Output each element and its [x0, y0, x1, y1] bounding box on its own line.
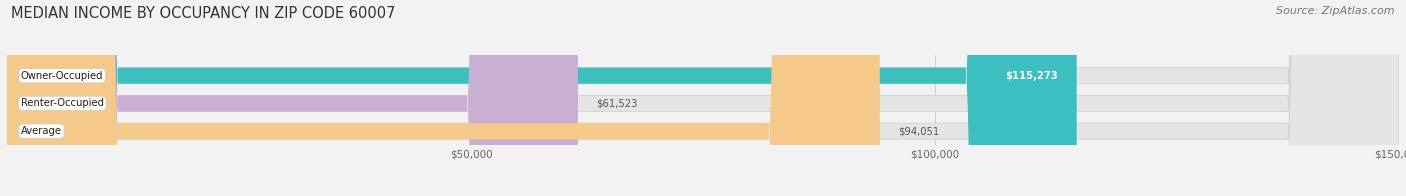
Text: MEDIAN INCOME BY OCCUPANCY IN ZIP CODE 60007: MEDIAN INCOME BY OCCUPANCY IN ZIP CODE 6…	[11, 6, 395, 21]
Text: Owner-Occupied: Owner-Occupied	[21, 71, 104, 81]
FancyBboxPatch shape	[7, 0, 880, 196]
Text: $61,523: $61,523	[596, 98, 638, 108]
FancyBboxPatch shape	[7, 0, 1399, 196]
FancyBboxPatch shape	[7, 0, 1077, 196]
Text: Source: ZipAtlas.com: Source: ZipAtlas.com	[1277, 6, 1395, 16]
Text: Renter-Occupied: Renter-Occupied	[21, 98, 104, 108]
FancyBboxPatch shape	[7, 0, 1399, 196]
Text: $115,273: $115,273	[1005, 71, 1059, 81]
FancyBboxPatch shape	[7, 0, 1399, 196]
FancyBboxPatch shape	[7, 0, 578, 196]
Text: Average: Average	[21, 126, 62, 136]
Text: $94,051: $94,051	[898, 126, 939, 136]
